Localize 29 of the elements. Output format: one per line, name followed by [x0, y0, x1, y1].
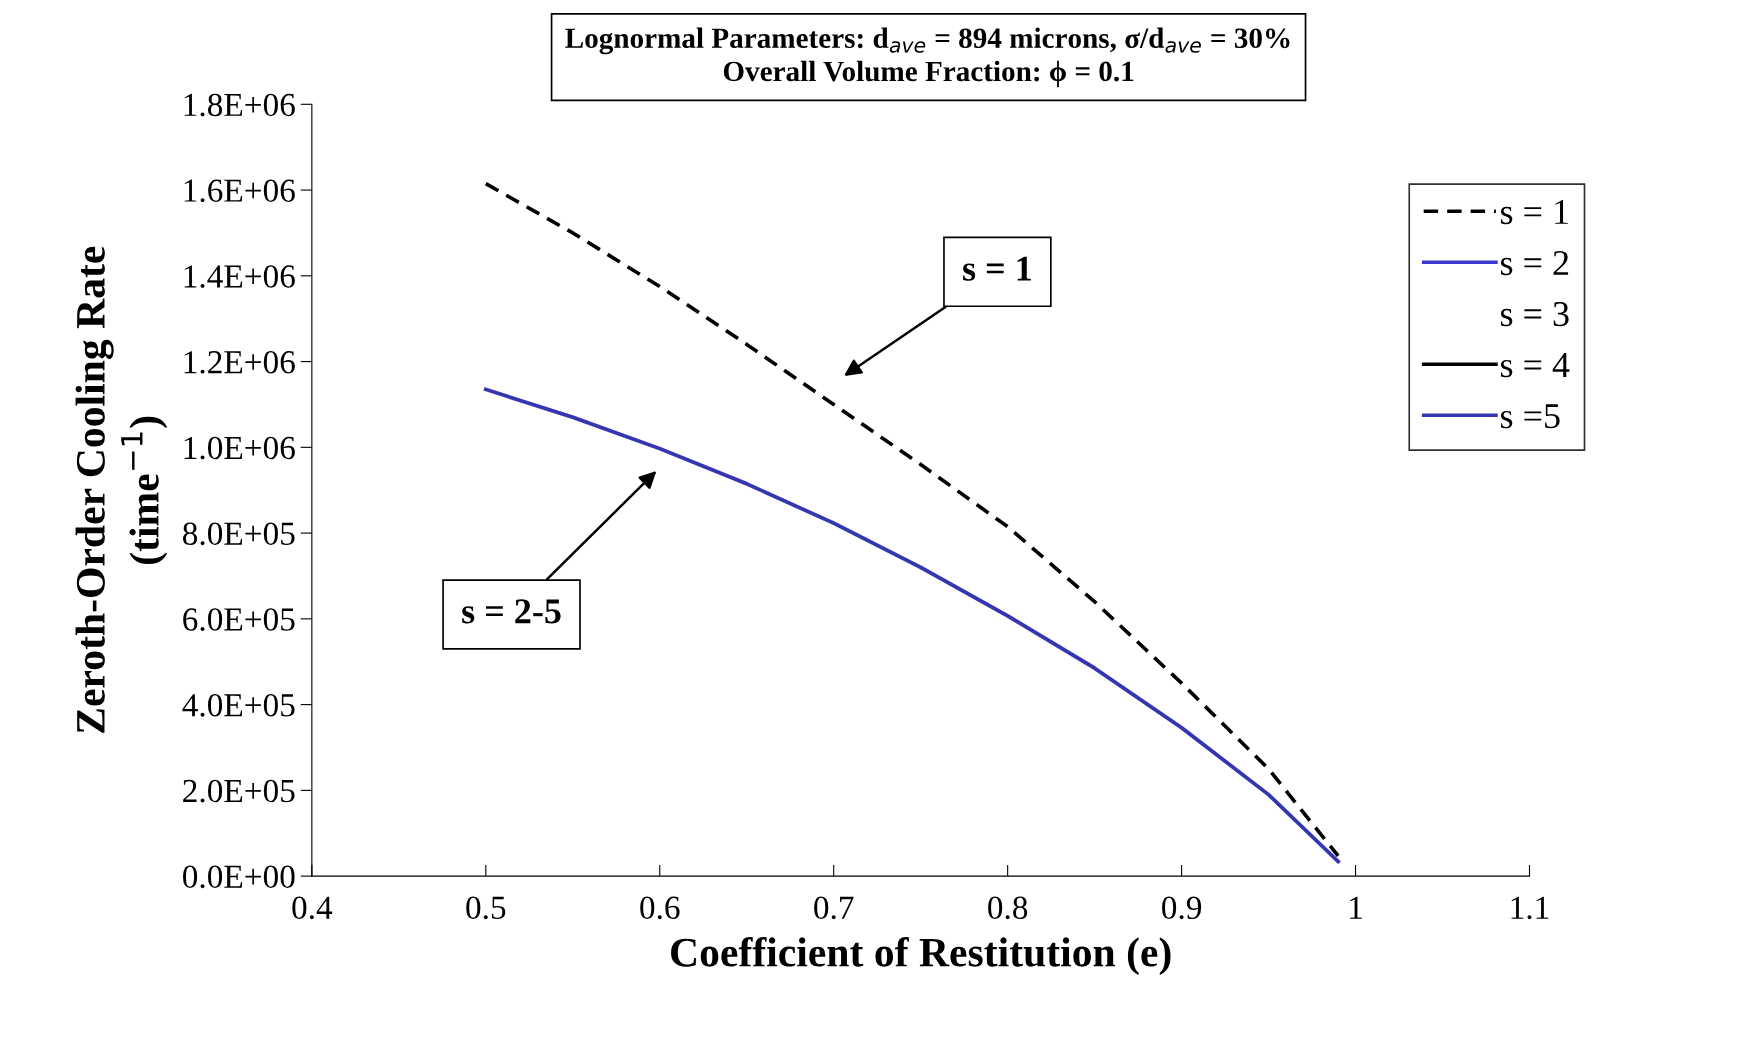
y-tick-label: 1.4E+06 — [184, 265, 295, 288]
legend-label: s = 2 — [1501, 250, 1569, 276]
legend-label: s =5 — [1501, 404, 1560, 429]
legend-label: s = 4 — [1501, 353, 1570, 378]
x-tick-label: 0.5 — [466, 896, 506, 920]
y-axis-title: Zeroth-Order Cooling Rate (time$^{−1}$) — [75, 246, 168, 733]
y-tick-label: 6.0E+05 — [183, 608, 295, 631]
x-tick-label: 0.6 — [640, 896, 680, 920]
y-tick-label: 1.8E+06 — [184, 93, 295, 117]
y-tick-label: 2.0E+05 — [183, 779, 295, 803]
x-tick-label: 0.8 — [988, 896, 1028, 920]
x-tick-label: 0.9 — [1162, 896, 1202, 920]
text: s = 3 — [1501, 301, 1569, 327]
x-tick-label: 0.4 — [292, 896, 333, 920]
y-tick-label: 1.2E+06 — [184, 350, 295, 374]
x-tick-label: 1 — [1350, 896, 1362, 919]
x-tick-label: 1.1 — [1511, 896, 1549, 920]
chart-title: Lognormal Parameters: d$_{ave}$ = 894 microns, σ/d$_{ave}$ = 30% — [565, 27, 1290, 55]
annotation: s = 1 — [963, 256, 1031, 281]
y-tick-label: 0.0E+00 — [183, 865, 295, 889]
y-tick-label: 1.6E+06 — [184, 179, 295, 203]
chart-subtitle: Overall Volume Fraction: ϕ = 0.1 — [723, 60, 1134, 88]
y-tick-label: 4.0E+05 — [182, 694, 295, 717]
x-axis-title: Coefficient of Restitution (e) — [671, 936, 1171, 976]
annotation: s = 2-5 — [462, 599, 561, 624]
legend-label: s = 1 — [1501, 199, 1568, 225]
x-tick-label: 0.7 — [814, 896, 854, 920]
y-tick-label: 8.0E+05 — [183, 522, 295, 546]
y-tick-label: 1.0E+06 — [184, 436, 295, 460]
